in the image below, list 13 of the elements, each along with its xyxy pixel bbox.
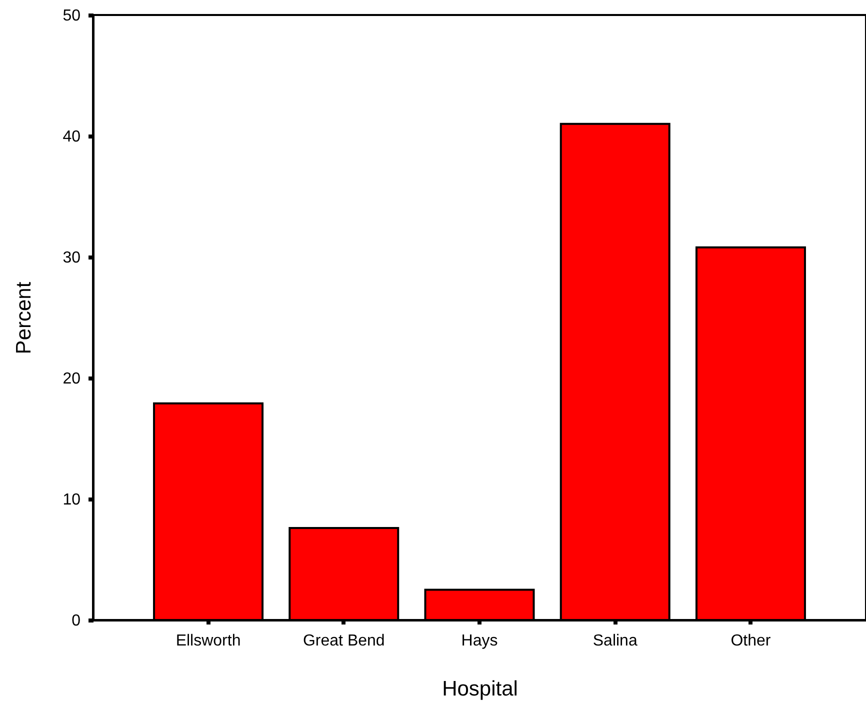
x-tick-label: Ellsworth [176,632,241,650]
y-tick-label: 50 [62,8,81,24]
y-tick-label: 10 [62,492,81,508]
y-tick-label: 40 [62,128,81,146]
x-tick-label: Other [730,632,772,650]
x-tick-label: Great Bend [302,632,385,650]
x-tick-label: Salina [592,632,638,650]
x-axis-title: Hospital [442,678,518,700]
y-tick-label: 0 [72,612,81,630]
y-tick-label: 30 [62,250,81,266]
x-tick-label: Hays [461,632,498,650]
y-tick-label: 20 [62,370,81,388]
y-axis-title: Percent [12,282,36,354]
